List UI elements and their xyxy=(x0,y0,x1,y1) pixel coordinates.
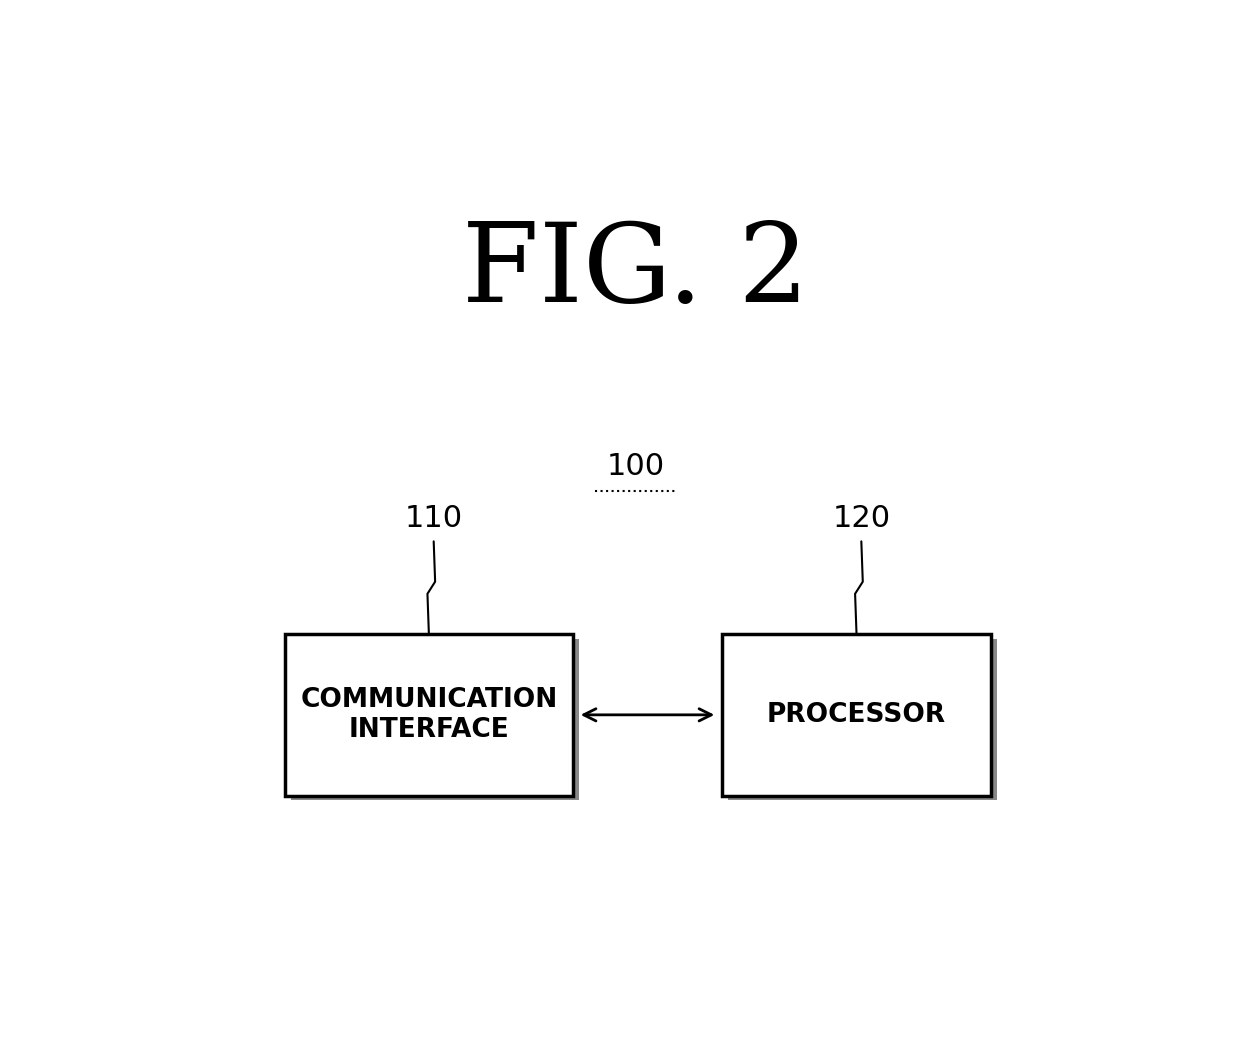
Text: FIG. 2: FIG. 2 xyxy=(463,218,808,325)
Text: 120: 120 xyxy=(832,504,890,533)
Text: 100: 100 xyxy=(606,452,665,481)
Bar xyxy=(728,639,997,801)
Bar xyxy=(722,634,991,795)
Bar xyxy=(290,639,579,801)
Bar xyxy=(285,634,573,795)
Text: COMMUNICATION
INTERFACE: COMMUNICATION INTERFACE xyxy=(300,686,558,743)
Text: 110: 110 xyxy=(404,504,463,533)
Text: PROCESSOR: PROCESSOR xyxy=(768,702,946,728)
